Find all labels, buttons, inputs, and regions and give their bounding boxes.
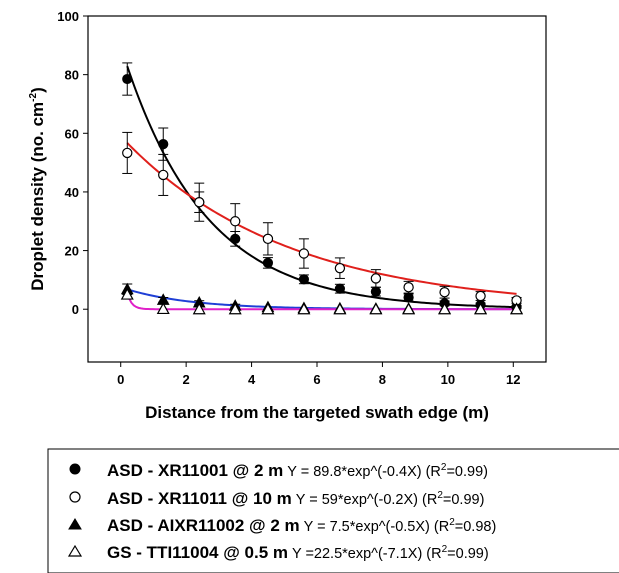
y-axis: 0 20 40 60 80 100	[57, 9, 88, 317]
y-axis-title-main: Droplet density (no. cm	[28, 102, 47, 291]
fit-curve-2	[126, 142, 517, 295]
legend-equation: Y =22.5*exp^(-7.1X) (R	[292, 546, 442, 562]
data-point	[438, 302, 452, 315]
data-point	[228, 302, 242, 315]
fit-curve-group	[126, 142, 517, 295]
y-axis-title-exponent: -2	[28, 92, 39, 101]
legend-equation: Y = 89.8*exp^(-0.4X) (R	[287, 464, 441, 480]
legend-series-name: ASD - XR11001 @ 2 m	[107, 461, 283, 480]
y-tick-label: 80	[65, 68, 79, 83]
data-point	[261, 302, 275, 315]
data-point	[156, 302, 170, 315]
series-2	[122, 131, 522, 306]
data-point	[370, 273, 382, 284]
data-point	[122, 147, 133, 159]
legend-r2-exponent: 2	[449, 517, 455, 528]
legend-r2-exponent: 2	[442, 544, 448, 555]
data-point	[262, 257, 274, 268]
y-tick-label: 0	[72, 302, 79, 317]
plot-contents	[120, 62, 524, 315]
legend-series-name: ASD - XR11011 @ 10 m	[107, 489, 292, 508]
fit-curve-group	[128, 297, 517, 311]
data-point	[334, 262, 346, 274]
data-point	[158, 169, 169, 181]
x-tick-label: 12	[506, 372, 520, 387]
data-point	[194, 196, 205, 208]
legend-r2-value: =0.99)	[447, 546, 489, 562]
x-axis: 0 2 4 6 8 10 12	[117, 362, 521, 387]
data-point	[510, 302, 524, 315]
y-tick-label: 100	[57, 9, 79, 24]
fit-curve-3	[126, 288, 517, 311]
plot-area	[87, 15, 547, 363]
legend-box	[47, 448, 619, 573]
series-4	[120, 287, 524, 315]
data-point	[403, 282, 414, 293]
y-tick-label: 40	[65, 185, 79, 200]
y-axis-title: Droplet density (no. cm-2)	[28, 87, 47, 291]
legend-r2-exponent: 2	[437, 490, 443, 501]
x-tick-label: 10	[441, 372, 455, 387]
data-point	[158, 139, 169, 150]
series-1	[122, 62, 522, 312]
x-tick-label: 6	[313, 372, 320, 387]
data-point	[333, 302, 347, 315]
legend-marker-open-triangle	[67, 544, 83, 557]
fit-curve-1	[126, 65, 517, 309]
legend-r2-value: =0.99)	[446, 464, 488, 480]
data-point	[370, 286, 381, 297]
legend-series-name: ASD - AIXR11002 @ 2 m	[107, 516, 300, 535]
y-tick-label: 60	[65, 126, 79, 141]
x-tick-label: 8	[379, 372, 386, 387]
data-point	[297, 302, 311, 315]
x-axis-title: Distance from the targeted swath edge (m…	[145, 403, 489, 422]
data-point	[334, 283, 345, 294]
data-point	[475, 290, 486, 302]
data-point	[402, 302, 416, 315]
legend-marker-open-circle	[69, 491, 81, 503]
legend-r2-value: =0.98)	[455, 519, 497, 535]
fit-curve-4	[128, 297, 517, 311]
data-point	[439, 287, 450, 298]
legend-r2-value: =0.99)	[443, 492, 485, 508]
data-point	[230, 216, 241, 227]
legend-equation: Y = 59*exp^(-0.2X) (R	[296, 492, 438, 508]
legend-marker-filled-circle	[69, 463, 81, 475]
fit-curve-group	[126, 65, 517, 309]
x-tick-label: 0	[117, 372, 124, 387]
legend-series-name: GS - TTI11004 @ 0.5 m	[107, 543, 288, 562]
data-point	[403, 292, 414, 303]
legend-r2-exponent: 2	[441, 462, 447, 473]
data-point	[298, 248, 310, 259]
data-point	[122, 73, 133, 85]
data-point	[120, 287, 134, 300]
fit-curve-group	[126, 288, 517, 311]
y-tick-label: 20	[65, 244, 79, 259]
data-point	[369, 302, 383, 315]
data-point	[192, 302, 206, 315]
data-point	[262, 233, 274, 245]
x-tick-label: 2	[183, 372, 190, 387]
y-axis-title-close: )	[28, 87, 47, 93]
x-tick-label: 4	[248, 372, 256, 387]
data-point	[474, 302, 488, 315]
data-point	[298, 274, 310, 285]
legend-marker-filled-triangle	[68, 518, 82, 530]
legend-equation: Y = 7.5*exp^(-0.5X) (R	[304, 519, 450, 535]
